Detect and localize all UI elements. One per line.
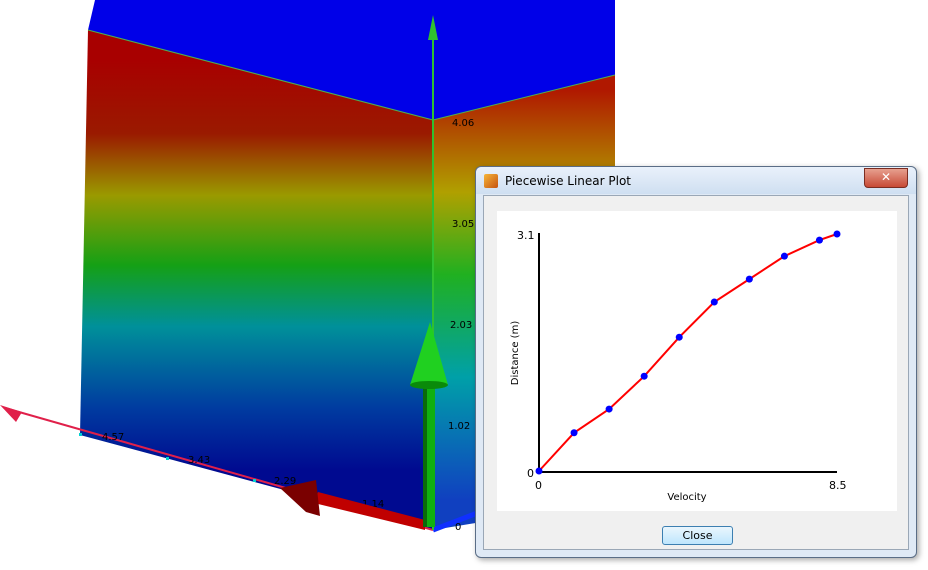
data-point[interactable] [780, 252, 788, 260]
data-point[interactable] [833, 230, 841, 238]
cube-top-face [88, 0, 615, 120]
y-tick-label-max: 3.1 [517, 229, 535, 242]
piecewise-chart: 3.1 0 0 8.5 Velocity Distance (m) [510, 229, 847, 503]
y-tick: 2.03 [450, 320, 472, 331]
data-point[interactable] [675, 333, 683, 341]
close-icon[interactable]: ✕ [864, 168, 908, 188]
series-line [538, 233, 838, 472]
app-icon [484, 174, 498, 188]
y-tick: 4.06 [452, 118, 474, 129]
y-tick: 0 [455, 522, 461, 533]
red-axis-arrow[interactable] [280, 480, 425, 530]
x-tick: 3.43 [188, 455, 210, 466]
green-axis-arrow[interactable] [410, 322, 448, 527]
data-point[interactable] [535, 467, 543, 475]
x-tick: 4.57 [102, 432, 124, 443]
data-point[interactable] [710, 298, 718, 306]
dialog-title: Piecewise Linear Plot [505, 174, 631, 188]
y-tick: 1.02 [448, 421, 470, 432]
dialog-client: 3.1 0 0 8.5 Velocity Distance (m) Close [483, 195, 909, 550]
close-button[interactable]: Close [662, 526, 733, 545]
piecewise-linear-plot-dialog: Piecewise Linear Plot ✕ 3.1 0 0 8.5 Velo… [475, 166, 917, 558]
data-point[interactable] [815, 236, 823, 244]
data-point[interactable] [640, 372, 648, 380]
x-tick-label-min: 0 [535, 479, 542, 492]
plot-area: 3.1 0 0 8.5 Velocity Distance (m) [497, 211, 897, 511]
cube-front-face [80, 30, 433, 530]
data-point[interactable] [570, 429, 578, 437]
y-axis-label: Distance (m) [510, 321, 521, 386]
dialog-titlebar[interactable]: Piecewise Linear Plot ✕ [476, 167, 916, 194]
axis-arrow-icon [0, 405, 22, 422]
data-point[interactable] [605, 405, 613, 413]
x-tick-label-max: 8.5 [829, 479, 847, 492]
x-tick: 1.14 [362, 499, 384, 510]
y-tick: 3.05 [452, 219, 474, 230]
y-tick-label-min: 0 [527, 467, 534, 480]
data-point[interactable] [745, 275, 753, 283]
x-axis-label: Velocity [667, 492, 706, 503]
x-tick: 2.29 [274, 476, 296, 487]
